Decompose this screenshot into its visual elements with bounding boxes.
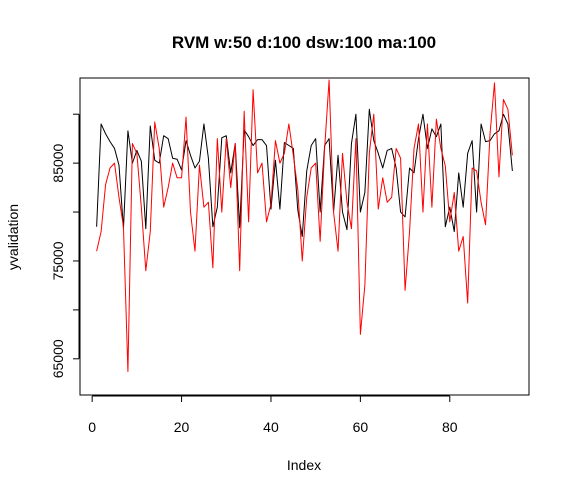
y-tick-label: 65000 [50, 339, 66, 378]
series-layer [97, 80, 513, 372]
plot-frame [80, 78, 529, 395]
chart-title: RVM w:50 d:100 dsw:100 ma:100 [172, 33, 436, 52]
x-tick-label: 40 [263, 419, 279, 435]
x-tick-label: 0 [88, 419, 96, 435]
x-tick-label: 60 [353, 419, 369, 435]
x-axis: 0 20 40 60 80 [88, 396, 458, 435]
x-axis-label: Index [287, 457, 321, 473]
x-tick-label: 80 [442, 419, 458, 435]
y-tick-label: 85000 [50, 143, 66, 182]
y-tick-label: 75000 [50, 241, 66, 280]
x-tick-label: 20 [174, 419, 190, 435]
series-line-2 [97, 80, 513, 372]
y-axis-label: yvalidation [5, 204, 21, 270]
y-axis: 65000 75000 85000 [50, 114, 79, 378]
